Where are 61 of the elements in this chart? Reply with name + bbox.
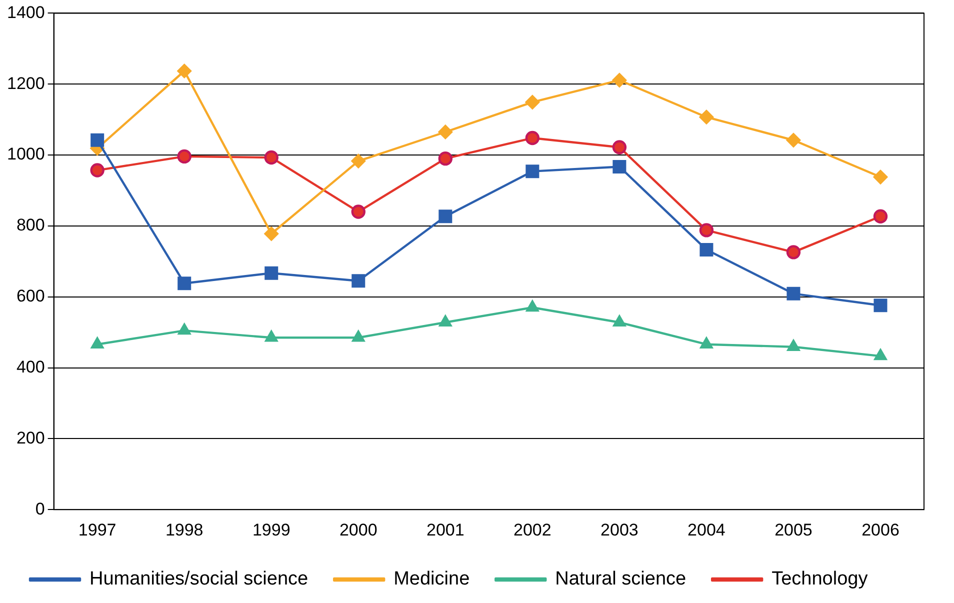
point <box>438 210 452 224</box>
y-tick-label: 1000 <box>6 144 45 164</box>
point <box>178 276 192 290</box>
point <box>526 164 540 178</box>
point <box>874 348 887 360</box>
point <box>874 298 888 312</box>
point <box>352 274 366 288</box>
point <box>525 95 540 110</box>
point <box>438 124 452 140</box>
point <box>787 340 800 351</box>
y-tick-label: 800 <box>16 216 45 235</box>
x-tick-label: 1997 <box>78 520 116 540</box>
point <box>612 73 627 88</box>
point <box>612 140 627 154</box>
point <box>264 150 278 165</box>
point <box>786 133 801 148</box>
point <box>526 300 539 312</box>
legend-label: Medicine <box>394 568 470 590</box>
y-tick-label: 1400 <box>6 2 45 22</box>
point <box>352 330 365 342</box>
point <box>178 323 191 335</box>
x-tick-label: 2000 <box>339 520 378 540</box>
point <box>264 266 278 280</box>
point <box>612 160 626 174</box>
point <box>873 209 888 224</box>
point <box>264 226 278 241</box>
point <box>90 133 104 147</box>
x-tick-label: 2002 <box>514 520 552 540</box>
y-tick-label: 600 <box>16 286 45 306</box>
point <box>438 151 452 166</box>
point <box>177 64 192 78</box>
point <box>613 315 626 326</box>
x-tick-label: 1999 <box>252 520 290 540</box>
y-tick-label: 400 <box>16 357 45 376</box>
point <box>265 330 278 342</box>
point <box>351 154 366 168</box>
x-tick-label: 2006 <box>862 520 900 540</box>
legend-label: Natural science <box>555 568 686 590</box>
x-tick-label: 2005 <box>774 520 812 540</box>
legend-label: Humanities/social science <box>90 568 308 590</box>
x-tick-label: 2001 <box>426 520 464 540</box>
point <box>439 315 452 326</box>
x-tick-label: 2003 <box>600 520 638 540</box>
point <box>351 204 366 219</box>
point <box>700 242 714 256</box>
point <box>91 337 104 348</box>
x-tick-label: 1998 <box>165 520 204 540</box>
x-tick-label: 2004 <box>688 520 726 540</box>
point <box>873 170 888 184</box>
point <box>699 110 714 124</box>
y-tick-label: 0 <box>35 499 45 518</box>
point <box>786 286 800 300</box>
point <box>90 163 104 178</box>
point <box>700 337 713 348</box>
y-tick-label: 1200 <box>6 74 45 93</box>
y-tick-label: 200 <box>16 428 45 448</box>
point <box>525 130 540 146</box>
point <box>786 245 801 260</box>
point <box>699 223 714 238</box>
point <box>177 149 192 164</box>
legend-label: Technology <box>772 568 868 590</box>
